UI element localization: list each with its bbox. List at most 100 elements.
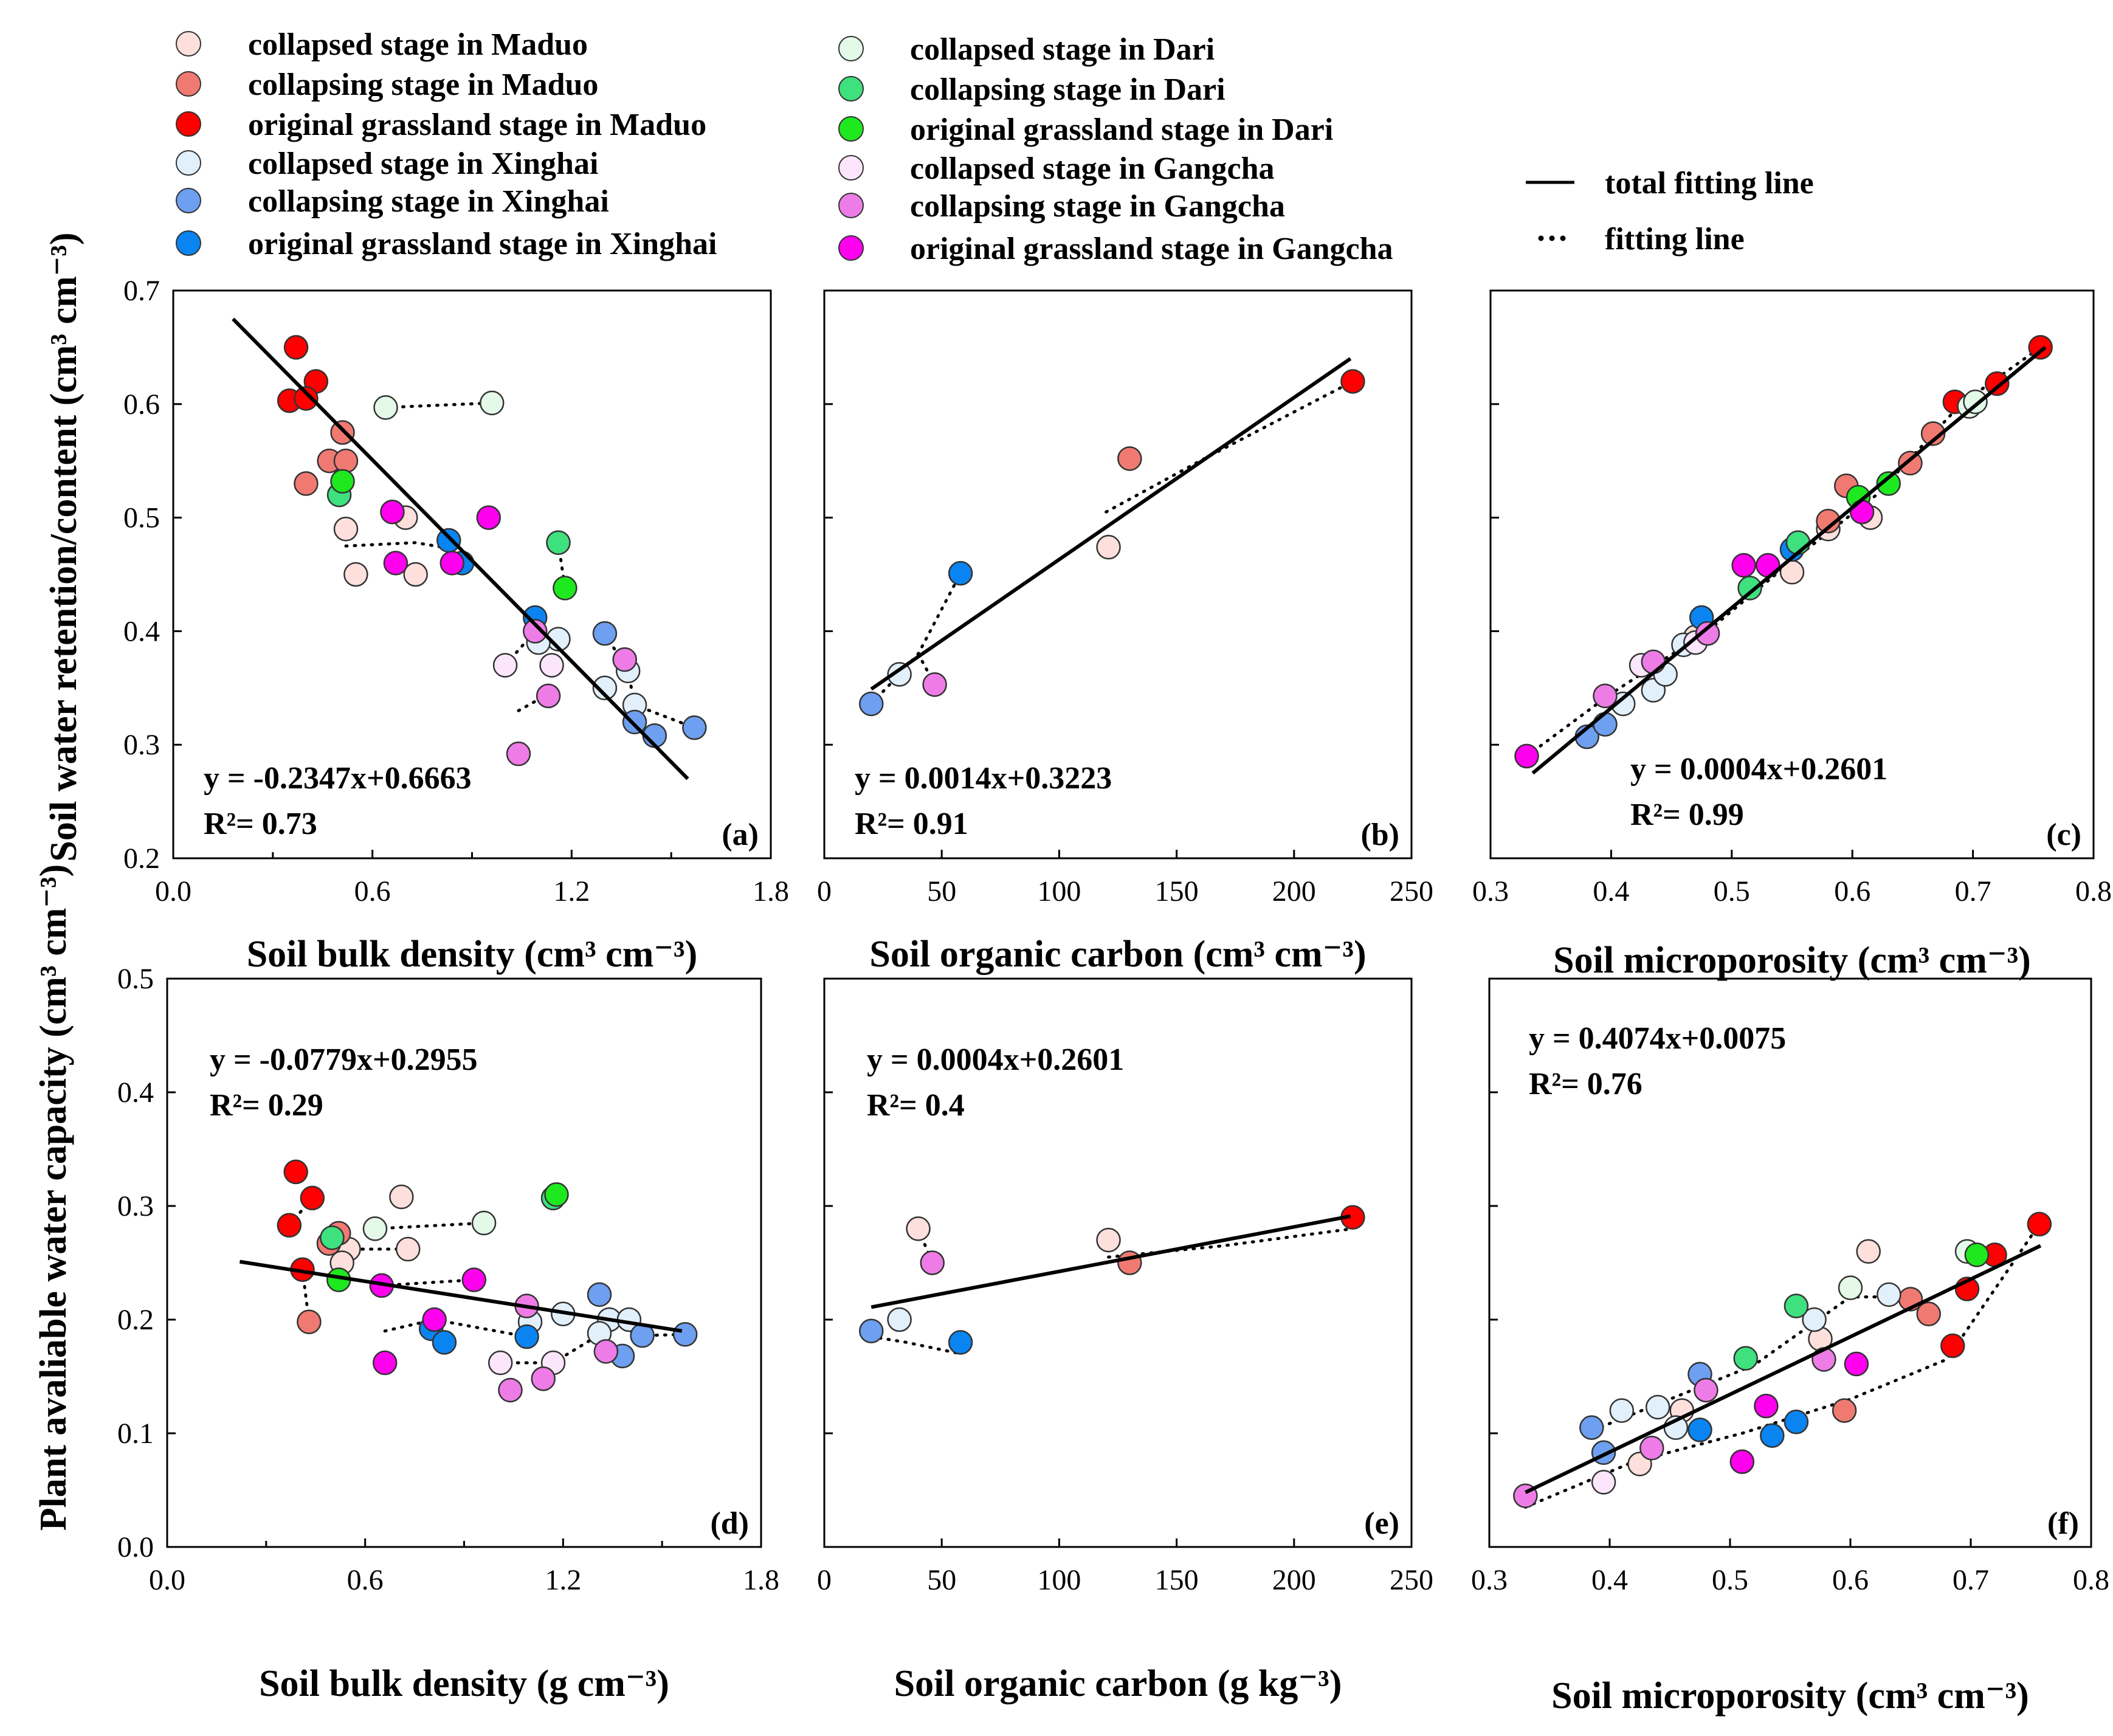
- data-point: [887, 1307, 912, 1332]
- x-tick-label: 0.4: [1593, 875, 1629, 908]
- y-tick-label: 0.3: [117, 1190, 154, 1222]
- fit-r-squared: R²= 0.29: [210, 1088, 323, 1123]
- legend-label-fit: fitting line: [1605, 222, 1745, 257]
- panel-e: 0 50 100 150 200 250 y = 0.0004x+0.2601 R²= 0.4…: [817, 977, 1433, 1704]
- legend-marker-2: [176, 111, 201, 137]
- x-tick-label: 0.4: [1591, 1564, 1628, 1596]
- fitting-line-dotted: [917, 1227, 934, 1264]
- x-tick-label: 0.5: [1714, 875, 1750, 908]
- data-point: [592, 621, 618, 646]
- data-point: [372, 1350, 398, 1376]
- data-point: [553, 576, 577, 601]
- x-tick-label: 0.3: [1472, 875, 1509, 908]
- fitting-line-dotted: [327, 1242, 410, 1251]
- plot-frame-f: [1488, 977, 2092, 1548]
- data-point: [1593, 712, 1618, 737]
- data-point: [1645, 1394, 1670, 1420]
- data-point: [476, 505, 502, 530]
- panel-label: (e): [1364, 1506, 1399, 1541]
- data-point: [1920, 421, 1946, 446]
- data-point: [887, 662, 912, 687]
- data-point: [436, 528, 461, 553]
- data-point: [1096, 534, 1121, 560]
- legend-marker-10: [838, 193, 864, 218]
- data-point: [383, 551, 408, 576]
- data-point: [1695, 621, 1720, 646]
- data-point: [1802, 1307, 1827, 1332]
- data-point: [1639, 1436, 1664, 1461]
- y-tick-label: 0.0: [117, 1531, 154, 1563]
- fit-r-squared: R²= 0.99: [1630, 797, 1744, 832]
- data-point: [948, 560, 973, 586]
- data-point: [546, 530, 571, 555]
- data-point: [1940, 1333, 1965, 1359]
- data-point: [1731, 553, 1756, 578]
- fitting-line-dotted: [1584, 1295, 1925, 1435]
- data-point: [2027, 1211, 2052, 1237]
- panel-f: 0.3 0.4 0.5 0.6 0.7 0.8 y = 0.4074x+0.0075 R²= …: [1471, 977, 2109, 1717]
- x-tick-label: 0: [817, 1564, 832, 1596]
- data-point: [362, 1216, 388, 1241]
- legend: collapsed stage in Maduo collapsing stage…: [176, 27, 1814, 266]
- data-point: [1760, 1423, 1785, 1448]
- plot-frame-b: [823, 289, 1413, 859]
- x-tick-label: 150: [1155, 875, 1199, 908]
- data-point: [1591, 1470, 1616, 1495]
- y-tick-label: 0.6: [123, 388, 160, 421]
- data-point: [498, 1377, 523, 1403]
- x-tick-label: 0.6: [347, 1564, 384, 1596]
- fit-r-squared: R²= 0.4: [867, 1088, 965, 1123]
- data-point: [343, 562, 368, 587]
- legend-label-0: collapsed stage in Maduo: [248, 27, 588, 62]
- fit-r-squared: R²= 0.91: [855, 807, 968, 841]
- legend-label-5: original grassland stage in Xinghai: [248, 227, 717, 261]
- x-tick-label: 1.8: [753, 875, 789, 908]
- panel-d: 0.0 0.6 1.2 1.8 0.0 0.1 0.2 0.3 0.4 0.5 y = -0.077…: [117, 963, 779, 1704]
- data-point: [1916, 1301, 1941, 1326]
- data-point: [539, 653, 564, 678]
- x-tick-label: 0.5: [1712, 1564, 1748, 1596]
- data-point: [592, 675, 618, 701]
- data-point: [1117, 446, 1142, 471]
- x-tick-label: 250: [1390, 1564, 1433, 1596]
- data-point: [906, 1216, 931, 1241]
- y-axis-title-bottom: Plant avaliable water capacity (cm³ cm⁻³…: [33, 864, 74, 1531]
- fit-equation: y = -0.0779x+0.2955: [210, 1042, 478, 1077]
- data-point: [1876, 471, 1901, 496]
- data-point: [1784, 1293, 1809, 1318]
- x-tick-label: 250: [1390, 875, 1433, 908]
- data-point: [672, 1322, 698, 1347]
- x-tick-label: 0: [817, 875, 832, 908]
- fit-equation: y = 0.0004x+0.2601: [1630, 752, 1887, 787]
- fitting-line-dotted: [1105, 379, 1354, 514]
- data-point: [1687, 1417, 1712, 1442]
- panel-label: (f): [2047, 1506, 2079, 1541]
- legend-marker-6: [838, 36, 864, 61]
- fit-equation: y = 0.0004x+0.2601: [867, 1042, 1124, 1077]
- data-point: [859, 1318, 884, 1343]
- x-tick-label: 0.8: [2075, 875, 2112, 908]
- data-point: [1096, 1227, 1121, 1253]
- data-point: [622, 709, 647, 735]
- data-point: [1579, 1415, 1604, 1440]
- legend-line-dotted: fitting line: [1538, 222, 1745, 257]
- x-tick-label: 50: [927, 875, 956, 908]
- legend-label-2: original grassland stage in Maduo: [248, 108, 706, 142]
- data-point: [531, 1366, 556, 1391]
- data-point: [432, 1330, 457, 1355]
- y-tick-label: 0.5: [117, 963, 154, 995]
- data-point: [922, 672, 947, 697]
- data-point: [2028, 335, 2053, 360]
- y-tick-label: 0.1: [117, 1417, 154, 1450]
- panel-b: 0 50 100 150 200 250 y = 0.0014x+0.3223 R²= 0.9…: [817, 289, 1433, 975]
- x-tick-label: 0.6: [354, 875, 391, 908]
- data-point: [480, 390, 505, 416]
- data-point: [1754, 1393, 1779, 1419]
- fitting-line-dotted: [344, 541, 457, 551]
- data-point: [389, 1184, 414, 1210]
- panel-label: (b): [1360, 818, 1399, 852]
- data-point: [593, 1339, 619, 1364]
- legend-marker-11: [838, 235, 864, 261]
- y-tick-label: 0.7: [123, 275, 160, 307]
